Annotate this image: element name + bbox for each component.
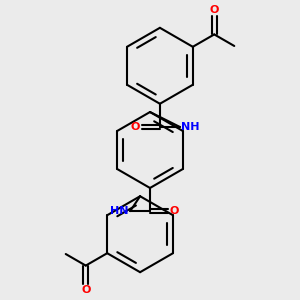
- Text: HN: HN: [110, 206, 128, 216]
- Text: NH: NH: [182, 122, 200, 132]
- Text: O: O: [131, 122, 140, 132]
- Text: O: O: [210, 5, 219, 15]
- Text: O: O: [81, 285, 90, 295]
- Text: O: O: [170, 206, 179, 216]
